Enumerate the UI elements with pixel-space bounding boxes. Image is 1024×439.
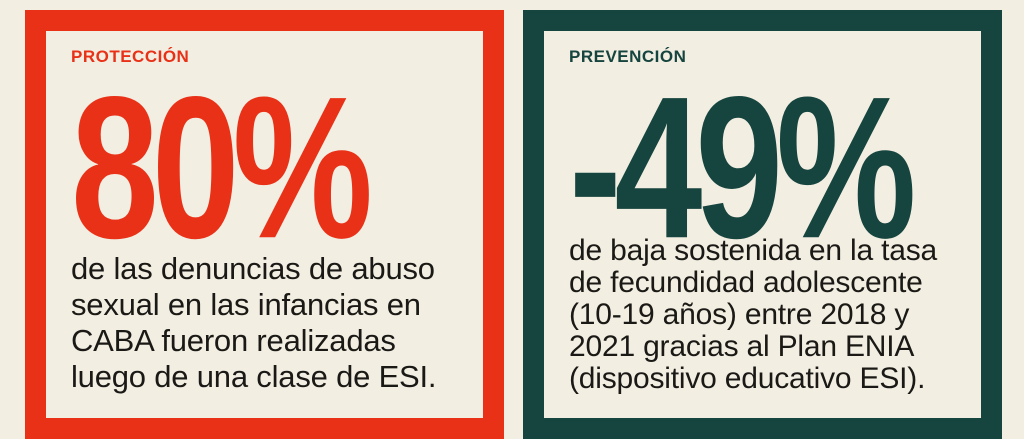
stat-value-prevencion: -49%: [569, 55, 917, 281]
stat-description-prevencion: de baja sostenida en la tasa de fecundid…: [569, 234, 938, 395]
stat-card-proteccion: PROTECCIÓN 80% de las denuncias de abuso…: [25, 10, 504, 439]
stat-value-proteccion: 80%: [71, 55, 373, 281]
stat-card-prevencion: PREVENCIÓN -49% de baja sostenida en la …: [523, 10, 1002, 439]
stat-description-proteccion: de las denuncias de abuso sexual en las …: [71, 251, 437, 394]
stat-number-wrap: -49%: [569, 67, 963, 269]
stat-card-prevencion-content: PREVENCIÓN -49% de baja sostenida en la …: [544, 31, 981, 418]
stat-card-proteccion-content: PROTECCIÓN 80% de las denuncias de abuso…: [46, 31, 483, 418]
stat-number-wrap: 80%: [71, 67, 465, 269]
category-label-proteccion: PROTECCIÓN: [71, 47, 190, 66]
category-label-prevencion: PREVENCIÓN: [569, 47, 687, 66]
